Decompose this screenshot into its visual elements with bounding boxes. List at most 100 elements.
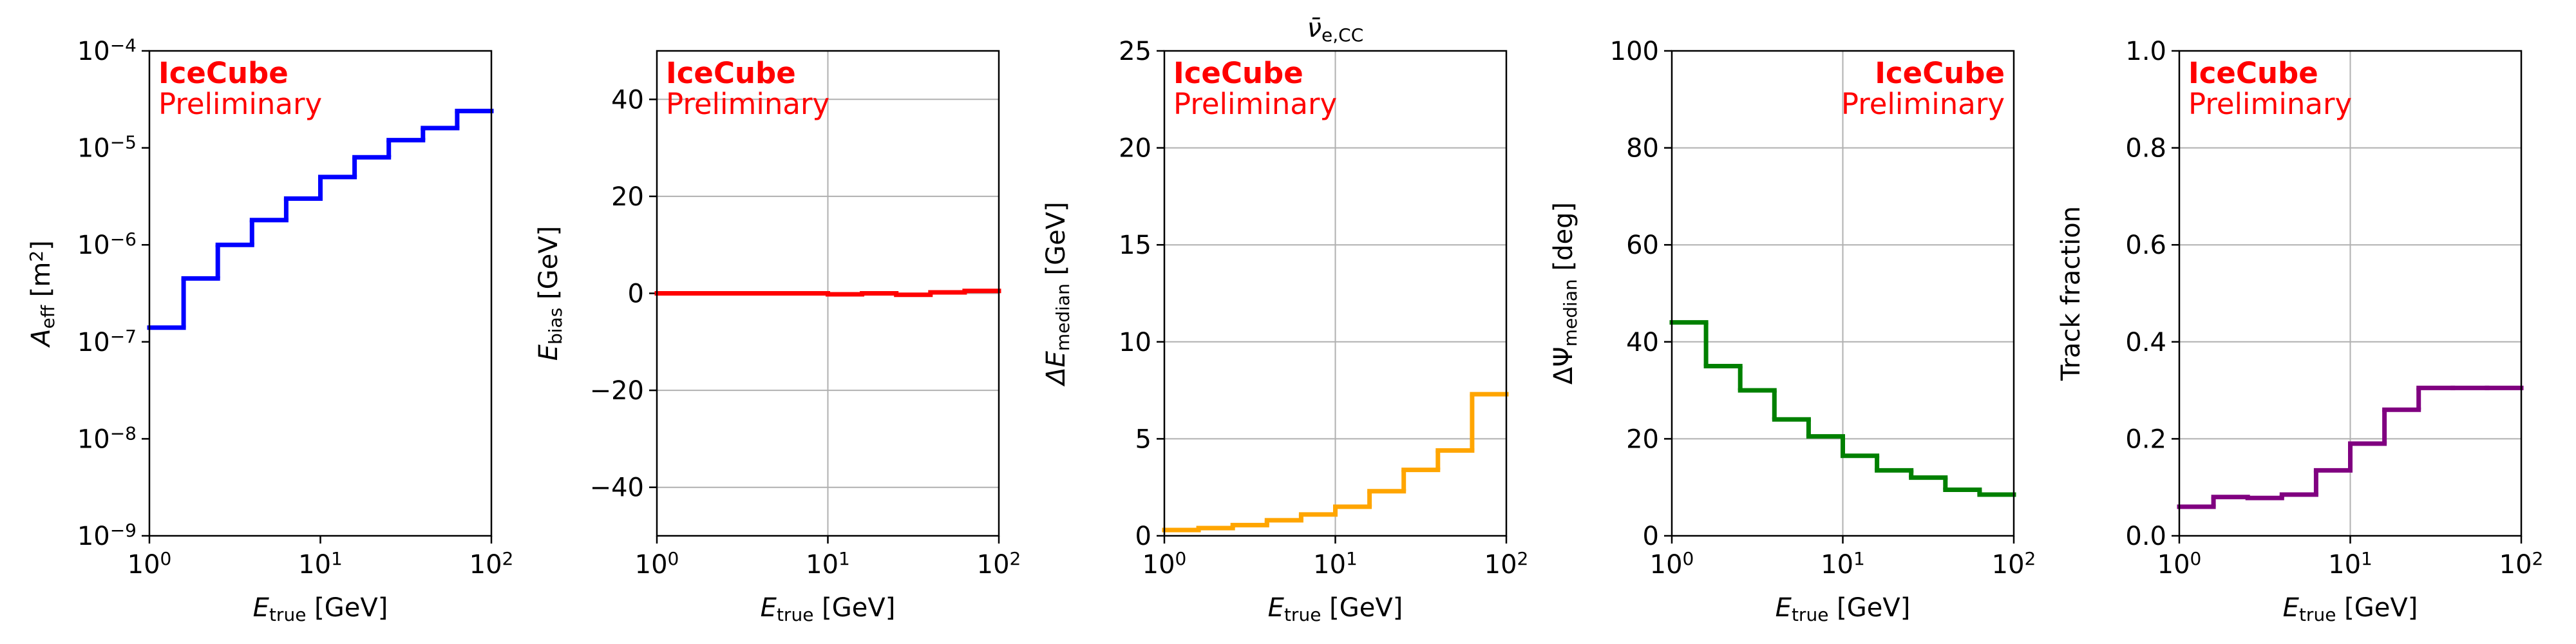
label-part: true: [2299, 604, 2336, 625]
tick-base: 10: [298, 550, 331, 580]
annotation: IceCube: [158, 56, 289, 90]
label-part: median: [1052, 283, 1074, 351]
y-axis-label: Aeff [m2]: [26, 240, 59, 348]
y-tick-label: 10−8: [77, 423, 137, 455]
tick-base: 10: [1313, 550, 1346, 580]
annotation: IceCube: [1875, 56, 2005, 90]
y-tick-label: 10−5: [77, 132, 137, 164]
y-axis-label: ΔEmedian [GeV]: [1041, 202, 1074, 387]
tick-exp: 2: [2025, 548, 2036, 569]
y-tick-label: 80: [1626, 134, 1659, 164]
label-part: 2: [26, 251, 47, 262]
label-part: [GeV]: [2336, 593, 2418, 623]
tick-base: 10: [2157, 550, 2190, 580]
label-part: E: [2283, 593, 2300, 623]
tick-base: 0.0: [2125, 522, 2166, 551]
tick-exp: 2: [2532, 548, 2544, 569]
y-tick-label: 60: [1626, 231, 1659, 260]
y-tick-label: −40: [590, 473, 644, 503]
tick-exp: −7: [110, 326, 137, 347]
x-axis-label: Etrue [GeV]: [761, 593, 896, 625]
label-part: [deg]: [1549, 202, 1578, 279]
x-tick-label: 102: [469, 548, 514, 580]
tick-exp: 0: [2190, 548, 2202, 569]
tick-exp: 1: [838, 548, 850, 569]
y-axis-label: ΔΨmedian [deg]: [1549, 202, 1581, 384]
tick-base: 10: [77, 37, 110, 66]
tick-exp: 0: [668, 548, 679, 569]
label-part: Track fraction: [2056, 206, 2086, 381]
tick-base: 10: [77, 328, 110, 357]
y-tick-label: 0: [1135, 522, 1151, 551]
y-tick-label: −20: [590, 376, 644, 406]
y-tick-label: 10−7: [77, 326, 137, 357]
y-tick-label: 100: [1610, 37, 1659, 66]
axes-frame: [2178, 50, 2523, 537]
y-tick-label: 10: [1119, 328, 1151, 357]
x-tick-label: 101: [298, 548, 343, 580]
y-tick-label: 5: [1135, 424, 1151, 454]
annotation: Preliminary: [1841, 87, 2005, 121]
y-tick-label: 0: [628, 279, 644, 309]
y-tick-label: 0.4: [2125, 328, 2166, 357]
label-part: [GeV]: [1828, 593, 1910, 623]
annotation: IceCube: [2188, 56, 2318, 90]
tick-base: 10: [1992, 550, 2025, 580]
tick-base: 10: [1821, 550, 1853, 580]
y-tick-label: 40: [611, 85, 644, 115]
y-tick-label: 20: [611, 182, 644, 212]
tick-base: 10: [77, 231, 110, 260]
label-part: E: [1776, 593, 1792, 623]
label-part: median: [1560, 279, 1581, 346]
label-part: E: [761, 593, 777, 623]
tick-base: 10: [2328, 550, 2361, 580]
x-axis-label: Etrue [GeV]: [1268, 593, 1403, 625]
x-tick-label: 102: [2499, 548, 2544, 580]
tick-exp: −8: [110, 423, 137, 444]
y-tick-label: 10−9: [77, 520, 137, 551]
label-part: [GeV]: [534, 226, 564, 308]
x-tick-label: 100: [128, 548, 172, 580]
y-tick-label: 25: [1119, 37, 1151, 66]
label-part: [m: [26, 262, 56, 305]
tick-exp: 0: [1683, 548, 1694, 569]
tick-base: 10: [77, 522, 110, 551]
tick-base: 1.0: [2125, 37, 2166, 66]
tick-base: 10: [77, 134, 110, 164]
label-part: [GeV]: [1041, 202, 1071, 283]
y-tick-label: 10−4: [77, 35, 137, 66]
axes-frame: [148, 50, 493, 537]
tick-base: 10: [2499, 550, 2532, 580]
x-tick-label: 101: [2328, 548, 2372, 580]
label-part: E: [1268, 593, 1285, 623]
y-tick-label: 10−6: [77, 229, 137, 261]
label-part: e,CC: [1321, 24, 1363, 46]
axes-frame: [656, 50, 1000, 537]
x-axis-label: Etrue [GeV]: [1776, 593, 1911, 625]
x-axis-label: Etrue [GeV]: [2283, 593, 2418, 625]
tick-base: 10: [1142, 550, 1175, 580]
label-part: ]: [26, 240, 56, 251]
y-axis-label: Track fraction: [2056, 206, 2086, 381]
annotation: Preliminary: [1173, 87, 1337, 121]
y-axis-label: Ebias [GeV]: [534, 226, 566, 361]
tick-exp: −5: [110, 132, 137, 153]
tick-base: 10: [128, 550, 160, 580]
y-tick-label: 0: [1643, 522, 1659, 551]
annotation: Preliminary: [666, 87, 829, 121]
y-tick-label: 0.2: [2125, 424, 2166, 454]
x-tick-label: 101: [1313, 548, 1358, 580]
label-part: A: [26, 328, 56, 348]
tick-exp: −6: [110, 229, 137, 251]
tick-exp: 0: [1175, 548, 1187, 569]
label-part: true: [269, 604, 306, 625]
tick-exp: 1: [1853, 548, 1865, 569]
y-tick-label: 15: [1119, 231, 1151, 260]
label-part: E: [534, 344, 564, 361]
tick-exp: 2: [502, 548, 514, 569]
annotation: Preliminary: [158, 87, 322, 121]
